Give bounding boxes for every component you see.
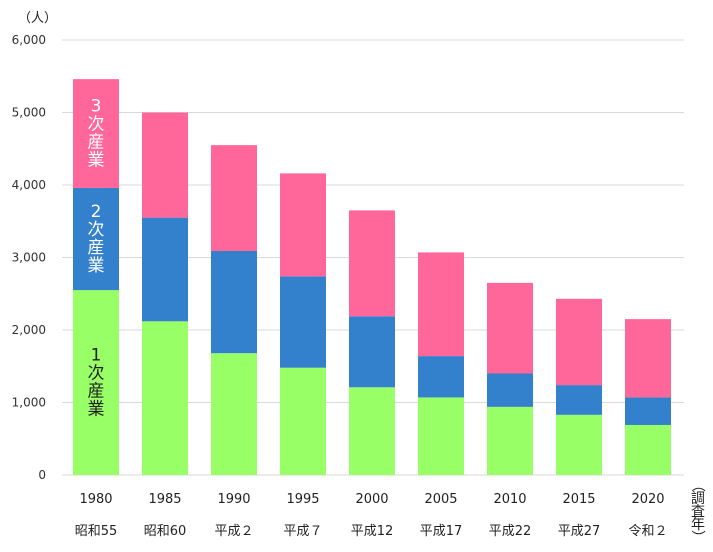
bar-segment-2-2010 xyxy=(487,373,533,407)
y-tick-label: 1,000 xyxy=(12,396,46,410)
era-label: 平成17 xyxy=(420,524,463,539)
bar-segment-2-1980 xyxy=(73,187,119,291)
x-tick-label: 2005 xyxy=(424,492,457,507)
series-label-char: 次 xyxy=(88,220,105,240)
x-tick-label: 1990 xyxy=(217,492,250,507)
bars xyxy=(73,79,671,475)
bar-segment-3-2005 xyxy=(418,252,464,357)
bar-segment-2-2000 xyxy=(349,316,395,388)
bar-segment-1-2005 xyxy=(418,397,464,475)
y-axis-unit-label: （人） xyxy=(18,11,57,26)
era-label: 平成12 xyxy=(351,524,394,539)
x-axis-era-labels: 昭和55 昭和60 平成２ 平成７ 平成12 平成17 平成22 平成27 令和２ xyxy=(75,524,668,539)
era-label: 平成７ xyxy=(283,524,322,539)
x-axis-category-labels: 1980 1985 1990 1995 2000 2005 2010 2015 2020 xyxy=(79,492,664,507)
x-tick-label: 2015 xyxy=(562,492,595,507)
series-label-char: 業 xyxy=(88,151,105,171)
bar-segment-2-2005 xyxy=(418,356,464,398)
era-label: 昭和55 xyxy=(75,524,118,539)
y-tick-label: 3,000 xyxy=(12,251,46,265)
y-tick-label: 0 xyxy=(38,468,46,482)
y-tick-label: 5,000 xyxy=(12,106,46,120)
x-axis-title-char: 調 xyxy=(691,491,705,507)
bar-segment-2-2015 xyxy=(556,385,602,415)
bar-segment-3-2015 xyxy=(556,298,602,386)
bar-segment-3-2010 xyxy=(487,282,533,374)
x-axis-title-char: 査 xyxy=(691,504,705,520)
x-axis-title: （調査年） xyxy=(689,478,705,544)
era-label: 平成２ xyxy=(214,524,253,539)
bar-segment-2-1990 xyxy=(211,250,257,354)
x-tick-label: 1980 xyxy=(79,492,112,507)
x-axis-title-char: 年 xyxy=(691,517,705,533)
bar-segment-3-1985 xyxy=(142,112,188,218)
bar-segment-1-1990 xyxy=(211,353,257,475)
series-label-char: 2 xyxy=(91,202,102,222)
series-label-char: 次 xyxy=(88,115,105,135)
series-label-char: 3 xyxy=(91,97,102,117)
bar-segment-3-2020 xyxy=(625,319,671,398)
y-tick-label: 4,000 xyxy=(12,178,46,192)
series-label-char: 産 xyxy=(88,382,105,402)
x-axis-title-char: ） xyxy=(689,530,705,544)
bar-segment-3-1995 xyxy=(280,173,326,277)
bar-segment-1-1985 xyxy=(142,321,188,475)
bar-segment-1-1980 xyxy=(73,290,119,475)
x-tick-label: 1985 xyxy=(148,492,181,507)
era-label: 令和２ xyxy=(628,524,667,539)
y-tick-label: 6,000 xyxy=(12,33,46,47)
bar-segment-1-2020 xyxy=(625,424,671,475)
bar-segment-3-1980 xyxy=(73,79,119,188)
bar-segment-2-2020 xyxy=(625,397,671,425)
y-tick-label: 2,000 xyxy=(12,323,46,337)
bar-segment-1-2010 xyxy=(487,406,533,475)
era-label: 昭和60 xyxy=(144,524,187,539)
x-tick-label: 1995 xyxy=(286,492,319,507)
x-tick-label: 2000 xyxy=(355,492,388,507)
x-tick-label: 2020 xyxy=(631,492,664,507)
bar-segment-1-2000 xyxy=(349,387,395,475)
series-label-char: 1 xyxy=(91,346,102,366)
bar-segment-1-1995 xyxy=(280,367,326,475)
bar-segment-3-1990 xyxy=(211,145,257,251)
series-label-char: 次 xyxy=(88,364,105,384)
era-label: 平成22 xyxy=(489,524,532,539)
bar-segment-3-2000 xyxy=(349,210,395,317)
bar-segment-2-1995 xyxy=(280,276,326,368)
x-tick-label: 2010 xyxy=(493,492,526,507)
series-label-char: 業 xyxy=(88,400,105,420)
bar-segment-2-1985 xyxy=(142,217,188,322)
series-label-char: 産 xyxy=(88,238,105,258)
series-label-char: 産 xyxy=(88,133,105,153)
x-axis-title-char: （ xyxy=(689,478,705,492)
bar-segment-1-2015 xyxy=(556,414,602,475)
series-label-char: 業 xyxy=(88,256,105,276)
y-axis-tick-labels: 0 1,000 2,000 3,000 4,000 5,000 6,000 xyxy=(12,33,46,482)
era-label: 平成27 xyxy=(558,524,601,539)
